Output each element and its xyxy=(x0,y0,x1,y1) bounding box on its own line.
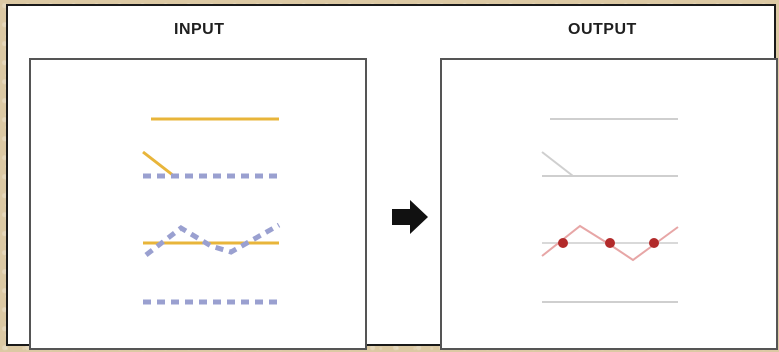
output-panel-graphic xyxy=(541,118,679,303)
input-panel xyxy=(29,58,367,350)
intersection-point xyxy=(558,238,568,248)
output-heading: OUTPUT xyxy=(568,21,637,38)
input-heading: INPUT xyxy=(174,21,225,38)
input-panel-graphic xyxy=(142,117,281,305)
output-panel xyxy=(440,58,778,350)
diagram-frame: INPUT OUTPUT xyxy=(6,4,778,350)
right-arrow-icon xyxy=(392,200,428,234)
output-diagonal xyxy=(541,151,574,177)
intersection-point xyxy=(605,238,615,248)
input-solid-diagonal xyxy=(142,150,175,178)
input-dashed-zigzag xyxy=(144,222,281,257)
intersection-point xyxy=(649,238,659,248)
